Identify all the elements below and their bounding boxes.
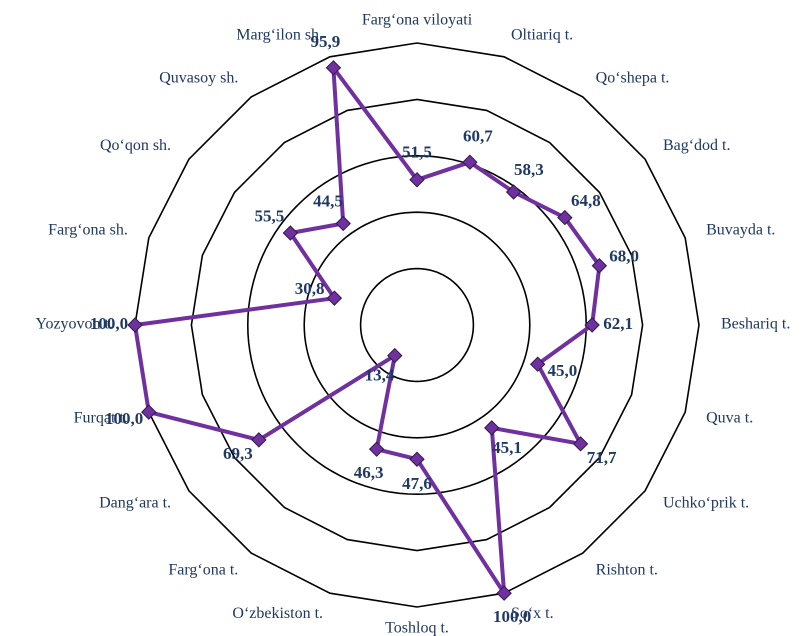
category-label: Quva t. (706, 410, 753, 427)
marker (496, 585, 512, 601)
category-label: Toshloq t. (385, 620, 449, 636)
marker (251, 432, 267, 448)
marker (462, 154, 478, 170)
value-label: 47,6 (402, 474, 432, 493)
value-label: 100,0 (105, 409, 143, 428)
value-label: 62,1 (603, 314, 633, 333)
value-label: 45,0 (548, 361, 578, 380)
category-label: Marg‘ilon sh. (236, 27, 323, 44)
grid-ring (303, 211, 531, 439)
marker (409, 172, 425, 188)
value-label: 60,7 (463, 126, 493, 145)
category-label: Uchko‘prik t. (663, 494, 749, 511)
grid-ring (190, 98, 644, 552)
marker (127, 317, 143, 333)
category-label: Bag‘dod t. (663, 137, 731, 154)
marker (282, 225, 299, 241)
value-label: 55,5 (254, 207, 284, 226)
value-label: 69,3 (223, 444, 253, 463)
marker (505, 184, 522, 200)
category-label: Furqat t. (74, 410, 128, 427)
marker (557, 209, 573, 226)
category-label: Qo‘qon sh. (100, 137, 171, 154)
category-label: Oltiariq t. (511, 27, 573, 44)
value-label: 64,8 (571, 191, 601, 210)
value-label: 68,0 (609, 247, 639, 266)
marker (584, 317, 600, 333)
marker (591, 258, 608, 274)
category-label: O‘zbekiston t. (232, 605, 323, 622)
value-label: 13,4 (365, 366, 395, 385)
marker (325, 60, 342, 76)
marker (141, 404, 157, 420)
grid-ring (359, 267, 475, 383)
marker (529, 356, 546, 372)
category-label: So‘x t. (511, 605, 554, 622)
category-label: Farg‘ona viloyati (362, 12, 473, 29)
value-label: 46,3 (354, 463, 384, 482)
category-label: Yozyovon t. (36, 316, 114, 333)
category-label: Dang‘ara t. (99, 494, 171, 511)
value-label: 71,7 (587, 448, 617, 467)
category-label: Farg‘ona t. (168, 562, 238, 579)
marker (387, 347, 403, 364)
value-label: 58,3 (514, 160, 544, 179)
category-label: Rishton t. (596, 562, 658, 579)
value-label: 100,0 (493, 607, 531, 626)
marker (484, 420, 500, 436)
marker (572, 436, 589, 452)
category-label: Qo‘shepa t. (596, 70, 670, 87)
marker (368, 441, 385, 457)
grid-ring (134, 42, 700, 608)
marker (409, 451, 425, 467)
value-label: 44,5 (313, 191, 343, 210)
category-label: Buvayda t. (706, 222, 775, 239)
category-label: Beshariq t. (721, 316, 790, 333)
value-label: 100,0 (90, 314, 128, 333)
value-label: 95,9 (311, 32, 341, 51)
value-label: 30,8 (295, 279, 325, 298)
category-label: Quvasoy sh. (159, 70, 238, 87)
grid-ring (246, 154, 588, 496)
marker (335, 215, 351, 232)
value-label: 51,5 (402, 143, 432, 162)
value-label: 45,1 (492, 438, 522, 457)
category-label: Farg‘ona sh. (48, 222, 128, 239)
marker (326, 290, 343, 306)
